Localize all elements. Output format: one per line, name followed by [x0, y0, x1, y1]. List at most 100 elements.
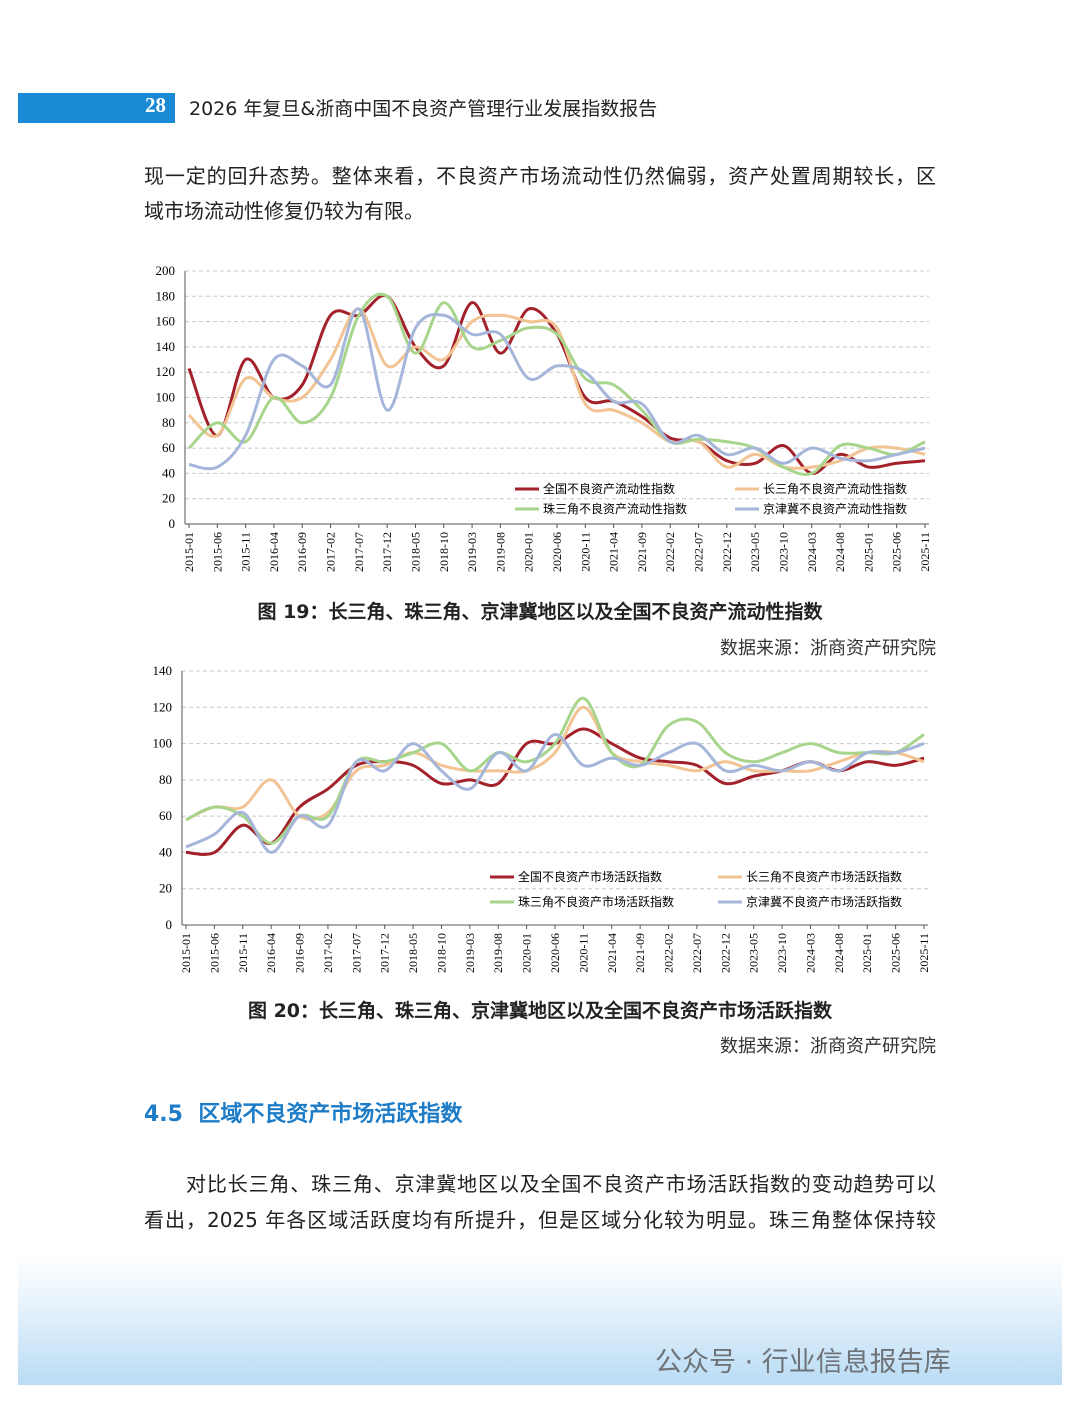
x-tick-label: 2025-11 [918, 532, 932, 572]
section-title: 区域不良资产市场活跃指数 [198, 1102, 463, 1127]
x-tick-label: 2015-06 [210, 532, 224, 572]
header-bar [18, 93, 175, 123]
y-tick-label: 180 [156, 288, 176, 303]
x-tick-label: 2020-01 [520, 933, 534, 973]
x-tick-label: 2020-06 [548, 933, 562, 973]
x-tick-label: 2025-01 [861, 532, 875, 572]
x-tick-label: 2025-11 [917, 933, 931, 973]
y-tick-label: 20 [162, 491, 175, 506]
x-tick-label: 2024-03 [805, 532, 819, 572]
x-tick-label: 2015-01 [179, 933, 193, 973]
x-tick-label: 2024-08 [832, 933, 846, 973]
series-line [187, 292, 926, 477]
y-tick-label: 60 [162, 440, 175, 455]
section-heading: 4.5 区域不良资产市场活跃指数 [144, 1096, 462, 1128]
chart: 0 20 40 60 80 100 120 140 2015-01 2015-06 2015-11 2… [153, 663, 932, 973]
x-tick-label: 2019-08 [493, 532, 507, 572]
x-tick-label: 2015-06 [207, 933, 221, 973]
y-tick-label: 160 [156, 314, 176, 329]
x-tick-label: 2016-04 [267, 532, 281, 572]
legend-label: 全国不良资产流动性指数 [543, 481, 675, 496]
y-tick-label: 20 [159, 881, 172, 896]
x-tick-label: 2018-10 [437, 532, 451, 572]
x-tick-label: 2021-09 [633, 933, 647, 973]
paragraph-line: 对比长三角、珠三角、京津冀地区以及全国不良资产市场活跃指数的变动趋势可以 [186, 1172, 936, 1196]
x-tick-label: 2023-05 [748, 532, 762, 572]
x-tick-label: 2023-05 [747, 933, 761, 973]
x-tick-label: 2023-10 [775, 933, 789, 973]
y-tick-label: 80 [159, 772, 172, 787]
x-tick-label: 2017-02 [324, 532, 338, 572]
x-tick-label: 2017-02 [321, 933, 335, 973]
series-line [185, 733, 925, 854]
figure-source: 数据来源：浙商资产研究院 [720, 638, 936, 659]
y-tick-label: 0 [169, 516, 176, 531]
y-tick-label: 80 [162, 415, 175, 430]
x-tick-label: 2017-12 [380, 532, 394, 572]
figure-caption: 图 19：长三角、珠三角、京津冀地区以及全国不良资产流动性指数 [257, 601, 823, 623]
x-tick-label: 2020-06 [550, 532, 564, 572]
x-tick-label: 2020-11 [576, 933, 590, 973]
y-tick-label: 120 [156, 364, 176, 379]
series-line [187, 294, 926, 475]
x-tick-label: 2022-07 [692, 532, 706, 572]
x-tick-label: 2020-11 [578, 532, 592, 572]
x-tick-label: 2015-11 [239, 532, 253, 572]
y-tick-label: 120 [153, 699, 173, 714]
x-tick-label: 2025-01 [860, 933, 874, 973]
x-tick-label: 2017-12 [378, 933, 392, 973]
x-tick-label: 2016-09 [295, 532, 309, 572]
series-line [187, 307, 926, 470]
x-tick-label: 2022-02 [662, 933, 676, 973]
legend-label: 珠三角不良资产市场活跃指数 [518, 894, 674, 909]
x-tick-label: 2019-03 [465, 532, 479, 572]
legend-label: 珠三角不良资产流动性指数 [543, 501, 687, 516]
series-line [185, 696, 925, 845]
chart: 0 20 40 60 80 100 120 140 160 180 200 2015-01 2015-0… [156, 263, 933, 572]
series-line [185, 727, 925, 856]
x-tick-label: 2017-07 [349, 933, 363, 973]
header-title: 2026 年复旦&浙商中国不良资产管理行业发展指数报告 [189, 98, 658, 120]
x-tick-label: 2018-10 [434, 933, 448, 973]
legend-label: 京津冀不良资产市场活跃指数 [746, 894, 902, 909]
x-tick-label: 2022-12 [720, 532, 734, 572]
x-tick-label: 2022-02 [663, 532, 677, 572]
x-tick-label: 2017-07 [352, 532, 366, 572]
x-tick-label: 2020-01 [522, 532, 536, 572]
x-tick-label: 2016-04 [264, 933, 278, 973]
x-tick-label: 2021-09 [635, 532, 649, 572]
x-tick-label: 2022-07 [690, 933, 704, 973]
x-tick-label: 2018-05 [406, 933, 420, 973]
x-tick-label: 2016-09 [293, 933, 307, 973]
section-number: 4.5 [144, 1102, 183, 1127]
figure-caption: 图 20：长三角、珠三角、京津冀地区以及全国不良资产市场活跃指数 [247, 1000, 833, 1022]
x-tick-label: 2025-06 [890, 532, 904, 572]
x-tick-label: 2024-08 [833, 532, 847, 572]
page-number: 28 [145, 93, 166, 117]
paragraph-line: 现一定的回升态势。整体来看，不良资产市场流动性仍然偏弱，资产处置周期较长，区 [144, 164, 936, 188]
x-tick-label: 2021-04 [605, 933, 619, 973]
legend-label: 全国不良资产市场活跃指数 [518, 869, 662, 884]
x-tick-label: 2025-06 [889, 933, 903, 973]
paragraph-line: 看出，2025 年各区域活跃度均有所提升，但是区域分化较为明显。珠三角整体保持较 [144, 1208, 936, 1232]
y-tick-label: 100 [153, 736, 173, 751]
y-tick-label: 100 [156, 390, 176, 405]
y-tick-label: 200 [156, 263, 176, 278]
y-tick-label: 140 [153, 663, 173, 678]
legend-label: 长三角不良资产市场活跃指数 [746, 869, 902, 884]
series-line [188, 307, 926, 471]
paragraph-line: 域市场流动性修复仍较为有限。 [144, 199, 424, 223]
x-tick-label: 2019-08 [491, 933, 505, 973]
y-tick-label: 40 [159, 844, 172, 859]
x-tick-label: 2021-04 [607, 532, 621, 572]
legend-label: 京津冀不良资产流动性指数 [763, 501, 907, 516]
watermark: 公众号 · 行业信息报告库 [655, 1347, 951, 1378]
x-tick-label: 2018-05 [408, 532, 422, 572]
y-tick-label: 140 [156, 339, 176, 354]
x-tick-label: 2015-11 [236, 933, 250, 973]
x-tick-label: 2022-12 [718, 933, 732, 973]
y-tick-label: 40 [162, 465, 175, 480]
x-tick-label: 2015-01 [182, 532, 196, 572]
x-tick-label: 2019-03 [463, 933, 477, 973]
